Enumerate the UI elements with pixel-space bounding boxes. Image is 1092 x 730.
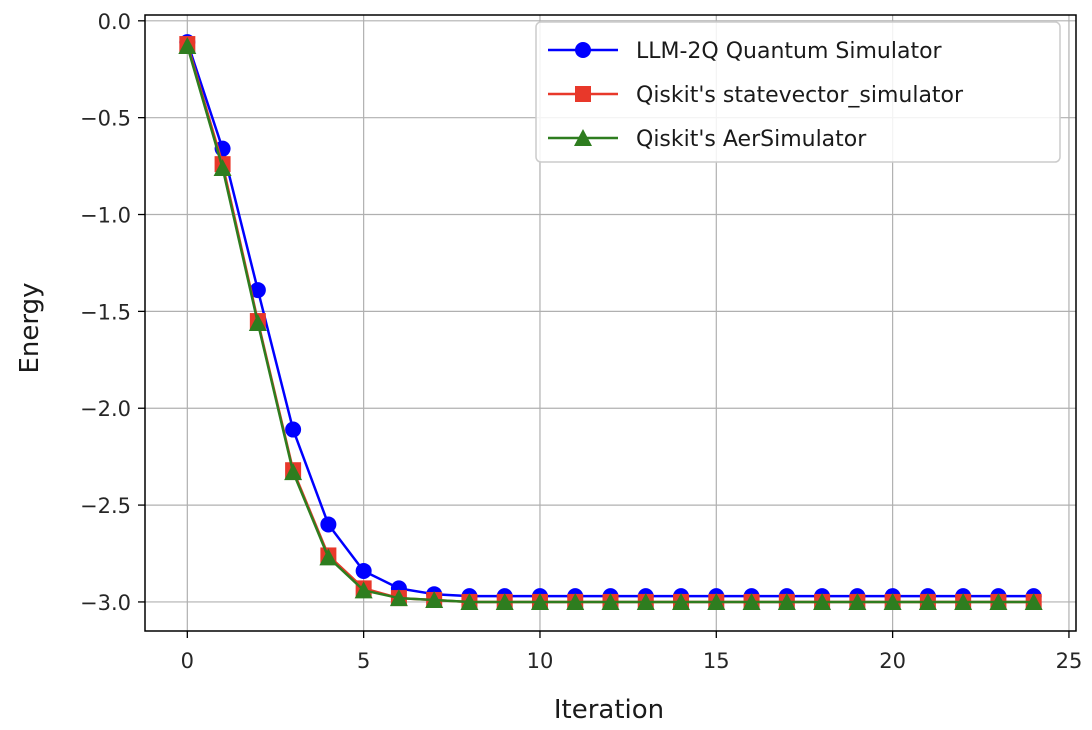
data-point-llm: [249, 282, 266, 299]
legend: LLM-2Q Quantum Simulator Qiskit's statev…: [535, 21, 1061, 163]
data-point-aer: [566, 592, 585, 610]
data-point-aer: [530, 592, 549, 610]
data-point-llm: [320, 516, 337, 533]
data-point-aer: [248, 314, 267, 331]
y-tick-label: 0.0: [98, 10, 131, 34]
y-tick-label: −2.0: [80, 397, 131, 421]
data-point-aer: [601, 592, 620, 610]
data-point-aer: [389, 589, 408, 607]
plot-frame: [144, 14, 1077, 632]
legend-entry-llm: LLM-2Q Quantum Simulator: [548, 39, 943, 64]
data-point-aer: [813, 592, 832, 610]
ticks: 0 5 10 15 20 25 0.0 −0.5 −1.0 −1.5 −2.0 −2.5 −3.0: [80, 10, 1082, 673]
data-point-aer: [989, 592, 1008, 610]
data-point-aer: [883, 592, 902, 610]
legend-marker-statevector: [575, 86, 591, 102]
data-point-aer: [672, 592, 691, 610]
data-point-aer: [742, 592, 761, 610]
y-tick-label: −1.0: [80, 204, 131, 228]
legend-frame: [535, 21, 1061, 163]
data-point-aer: [777, 592, 796, 610]
y-tick-label: −2.5: [80, 494, 131, 518]
legend-label-llm: LLM-2Q Quantum Simulator: [636, 39, 943, 64]
data-point-aer: [178, 36, 197, 54]
x-axis-label: Iteration: [554, 695, 664, 725]
x-tick-label: 25: [1056, 649, 1083, 673]
data-point-aer: [319, 548, 338, 566]
data-point-aer: [354, 581, 373, 599]
x-tick-label: 0: [181, 649, 194, 673]
x-tick-label: 20: [879, 649, 906, 673]
data-point-aer: [636, 592, 655, 610]
data-point-aer: [213, 159, 232, 177]
data-point-aer: [707, 592, 726, 610]
data-point-aer: [954, 592, 973, 610]
legend-entry-statevector: Qiskit's statevector_simulator: [548, 83, 964, 108]
data-point-aer: [284, 463, 303, 481]
y-tick-label: −3.0: [80, 591, 131, 615]
y-tick-label: −1.5: [80, 300, 131, 324]
x-tick-label: 10: [527, 649, 554, 673]
series-layer: [178, 34, 1043, 610]
legend-entry-aer: Qiskit's AerSimulator: [548, 127, 867, 152]
legend-label-aer: Qiskit's AerSimulator: [636, 127, 867, 152]
y-axis-label: Energy: [15, 282, 45, 373]
x-tick-label: 15: [703, 649, 730, 673]
x-tick-label: 5: [357, 649, 370, 673]
data-point-aer: [460, 592, 479, 610]
data-point-aer: [425, 591, 444, 609]
y-tick-label: −0.5: [80, 107, 131, 131]
legend-marker-aer: [574, 129, 592, 146]
data-point-llm: [355, 562, 372, 579]
legend-label-statevector: Qiskit's statevector_simulator: [636, 83, 964, 108]
data-point-llm: [285, 421, 302, 438]
series-aer: [178, 36, 1043, 610]
legend-marker-llm: [575, 42, 591, 58]
data-point-aer: [495, 592, 514, 610]
data-point-aer: [918, 592, 937, 610]
data-point-aer: [848, 592, 867, 610]
data-point-aer: [1024, 592, 1043, 610]
